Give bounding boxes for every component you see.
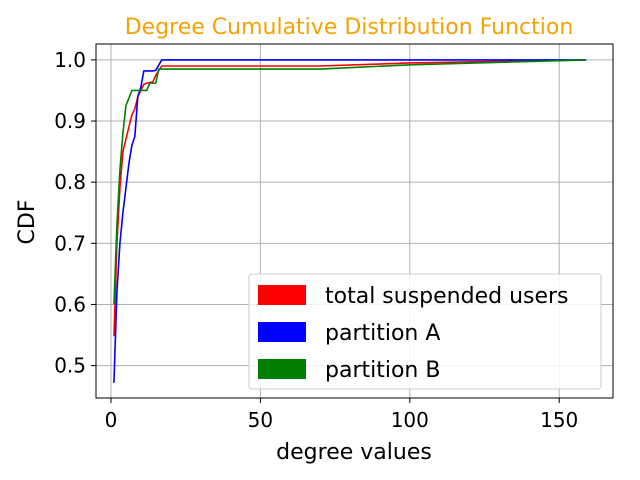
axis-ticks: 0 50 100 150 0.5 0.6 0.7 0.8 0.9 1.0 [54, 48, 578, 432]
legend-swatch [258, 359, 306, 379]
legend-swatch [258, 285, 306, 305]
legend-label: total suspended users [325, 284, 569, 309]
chart-title: Degree Cumulative Distribution Function [125, 15, 574, 40]
y-axis-title: CDF [15, 200, 40, 245]
legend-swatch [258, 322, 306, 342]
series-line-1 [113, 59, 587, 383]
y-tick-label: 0.6 [54, 292, 86, 316]
series-line-2 [113, 59, 587, 305]
x-tick-label: 100 [391, 408, 429, 432]
legend-label: partition B [325, 358, 440, 383]
series-lines [113, 59, 587, 383]
x-axis-title: degree values [276, 440, 432, 465]
y-tick-label: 0.9 [54, 109, 86, 133]
y-tick-label: 0.7 [54, 231, 86, 255]
x-tick-label: 50 [248, 408, 273, 432]
x-tick-label: 150 [540, 408, 578, 432]
legend-box [248, 273, 602, 390]
y-tick-label: 0.5 [54, 354, 86, 378]
y-tick-label: 0.8 [54, 170, 86, 194]
x-tick-label: 0 [105, 408, 118, 432]
y-tick-label: 1.0 [54, 48, 86, 72]
legend-label: partition A [325, 321, 440, 346]
legend-entries: total suspended users partition A partitio… [258, 284, 569, 383]
plot-frame [95, 43, 614, 399]
legend: total suspended users partition A partitio… [248, 273, 602, 390]
